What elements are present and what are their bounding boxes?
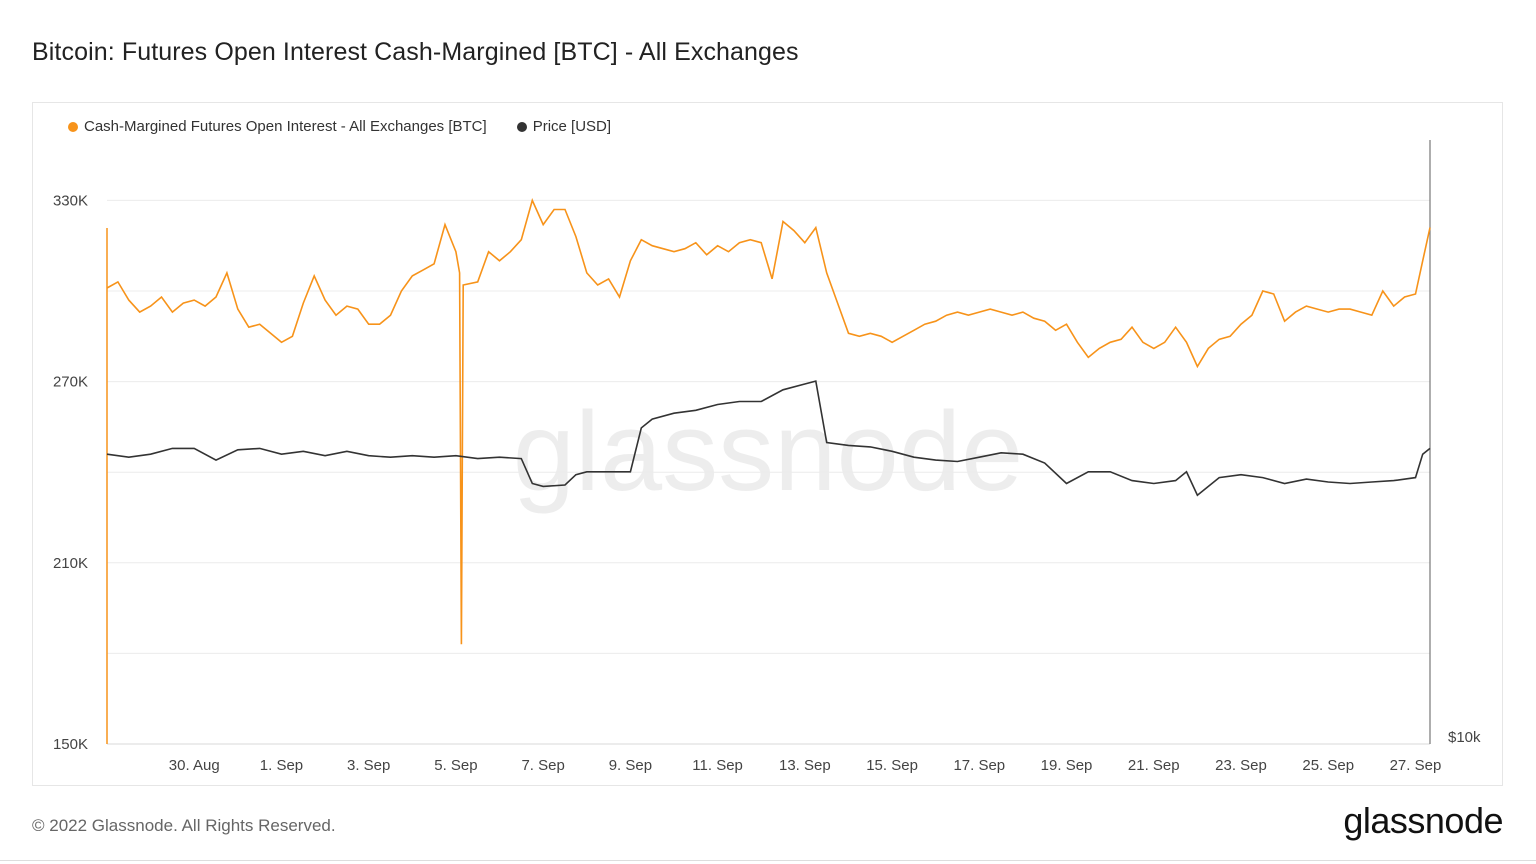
- x-tick-label: 25. Sep: [1302, 757, 1354, 774]
- x-tick-label: 9. Sep: [609, 757, 652, 774]
- legend-label-open-interest: Cash-Margined Futures Open Interest - Al…: [84, 118, 487, 135]
- x-tick-label: 21. Sep: [1128, 757, 1180, 774]
- grid-lines: [107, 199, 1430, 654]
- chart-panel: [32, 102, 1503, 786]
- x-tick-label: 1. Sep: [260, 757, 303, 774]
- glassnode-logo[interactable]: glassnode: [1343, 800, 1503, 841]
- legend-item-open-interest[interactable]: Cash-Margined Futures Open Interest - Al…: [68, 118, 487, 135]
- chart-legend: Cash-Margined Futures Open Interest - Al…: [68, 118, 611, 135]
- copyright-text: © 2022 Glassnode. All Rights Reserved.: [32, 816, 336, 835]
- chart-title: Bitcoin: Futures Open Interest Cash-Marg…: [32, 38, 799, 66]
- legend-dot-open-interest: [68, 121, 78, 132]
- y-tick-label: 270K: [53, 374, 88, 391]
- legend-item-price[interactable]: Price [USD]: [516, 118, 612, 135]
- x-tick-label: 30. Aug: [169, 757, 220, 774]
- x-tick-label: 19. Sep: [1041, 757, 1093, 774]
- x-tick-label: 27. Sep: [1390, 757, 1442, 774]
- x-axis: 30. Aug 1. Sep 3. Sep 5. Sep 7. Sep 9. Sep 11.…: [169, 757, 1442, 774]
- y-tick-label: 150K: [53, 736, 88, 753]
- x-tick-label: 7. Sep: [521, 757, 564, 774]
- open-interest-series-line: [106, 198, 1431, 645]
- x-tick-label: 5. Sep: [434, 757, 477, 774]
- x-tick-label: 23. Sep: [1215, 757, 1267, 774]
- x-tick-label: 3. Sep: [347, 757, 390, 774]
- right-y-tick-label: $10k: [1448, 729, 1481, 746]
- x-tick-label: 17. Sep: [953, 757, 1005, 774]
- right-y-axis: $10k: [1448, 729, 1481, 746]
- legend-dot-price: [516, 121, 527, 132]
- bottom-divider: [0, 860, 1536, 861]
- watermark-text: glassnode: [513, 389, 1024, 514]
- legend-label-price: Price [USD]: [532, 118, 612, 135]
- left-y-axis: 330K 270K 210K 150K: [53, 192, 88, 753]
- x-tick-label: 13. Sep: [779, 757, 831, 774]
- y-tick-label: 330K: [53, 192, 88, 209]
- x-tick-label: 11. Sep: [692, 757, 743, 774]
- price-series-line: [106, 380, 1431, 497]
- x-tick-label: 15. Sep: [866, 757, 918, 774]
- y-tick-label: 210K: [53, 555, 88, 572]
